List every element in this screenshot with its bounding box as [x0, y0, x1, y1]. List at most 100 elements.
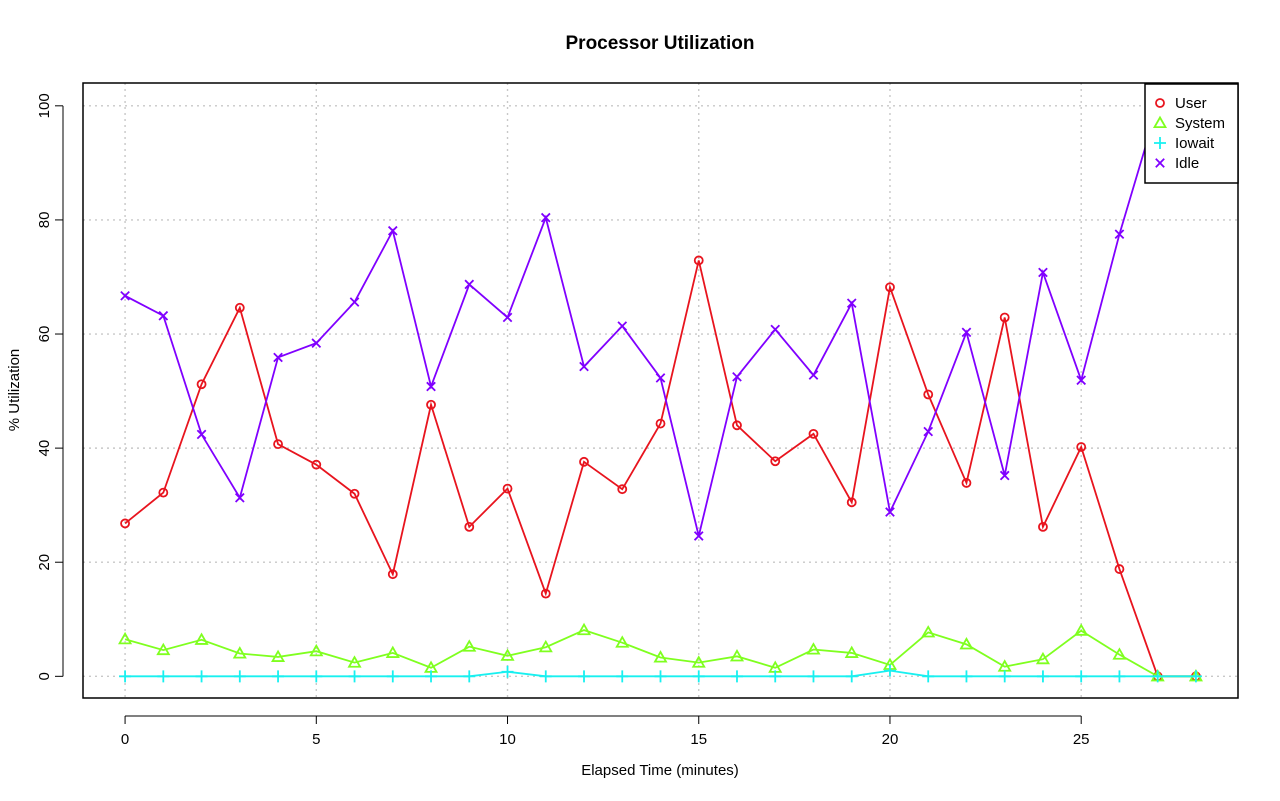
y-tick-label: 100 [36, 93, 53, 118]
data-point-system [1112, 647, 1127, 660]
data-point-idle [579, 361, 589, 372]
y-axis-label: % Utilization [6, 349, 23, 432]
y-tick-label: 20 [36, 554, 53, 571]
data-point-idle [502, 312, 513, 323]
data-point-idle [808, 370, 819, 380]
data-point-user [885, 282, 895, 293]
data-point-user [120, 518, 130, 529]
data-point-idle [617, 321, 628, 331]
data-point-user [349, 488, 360, 499]
legend-marker-idle [1155, 158, 1165, 168]
data-point-idle [1114, 229, 1125, 240]
data-point-iowait [654, 670, 667, 683]
data-point-iowait [1151, 670, 1164, 683]
y-tick-label: 80 [36, 212, 53, 229]
data-point-idle [693, 531, 704, 541]
series-user [120, 255, 1201, 682]
data-point-user [961, 478, 972, 488]
data-point-user [693, 255, 704, 266]
legend-label-iowait: Iowait [1175, 135, 1215, 152]
data-point-user [617, 484, 628, 495]
data-point-user [311, 459, 322, 470]
series-line-system [124, 629, 1196, 678]
legend-label-system: System [1175, 115, 1225, 132]
data-point-iowait [769, 670, 782, 683]
data-point-user [273, 439, 283, 450]
data-point-system [118, 631, 133, 645]
data-point-iowait [692, 670, 705, 683]
y-tick-label: 60 [36, 326, 53, 343]
data-point-system [1074, 623, 1089, 636]
data-point-iowait [730, 670, 743, 683]
x-tick-label: 15 [690, 731, 707, 748]
series-idle [120, 100, 1201, 541]
data-point-system [500, 648, 515, 661]
data-point-idle [923, 426, 934, 437]
data-point-iowait [501, 665, 514, 678]
data-point-iowait [845, 670, 858, 683]
legend-marker-system [1152, 115, 1168, 129]
data-point-idle [961, 327, 972, 338]
data-point-user [426, 399, 436, 410]
data-point-system [615, 635, 630, 648]
data-point-idle [999, 470, 1010, 481]
legend-box [1144, 83, 1239, 184]
data-point-system [576, 622, 592, 636]
legend: User System Iowait Idle [1144, 83, 1239, 184]
x-tick-label: 25 [1073, 731, 1090, 748]
data-point-idle [273, 352, 283, 363]
data-point-iowait [1113, 670, 1126, 683]
data-point-idle [540, 212, 551, 223]
data-point-system [309, 643, 324, 657]
legend-label-idle: Idle [1175, 155, 1199, 172]
data-point-iowait [310, 670, 323, 683]
data-point-system [538, 639, 553, 653]
data-point-user [1038, 521, 1048, 532]
data-point-user [655, 418, 666, 429]
data-point-system [653, 650, 668, 663]
data-point-user [1076, 442, 1087, 452]
data-point-system [347, 655, 362, 668]
data-point-iowait [922, 670, 935, 683]
data-point-user [387, 569, 398, 580]
data-point-iowait [960, 670, 973, 683]
data-point-system [156, 642, 171, 656]
data-point-user [158, 487, 169, 498]
data-point-system [270, 649, 286, 662]
data-point-iowait [157, 670, 170, 683]
data-point-user [770, 456, 781, 467]
data-point-system [691, 655, 706, 668]
chart-title: Processor Utilization [566, 33, 755, 54]
data-point-iowait [1189, 670, 1202, 683]
series-iowait [119, 664, 1202, 683]
data-point-iowait [233, 670, 246, 683]
data-point-user [464, 521, 475, 532]
data-point-iowait [348, 670, 361, 683]
data-point-iowait [463, 670, 476, 683]
data-point-user [999, 312, 1010, 323]
data-point-idle [846, 298, 857, 309]
x-tick-label: 10 [499, 731, 516, 748]
data-point-user [540, 588, 551, 599]
data-point-idle [234, 492, 245, 503]
data-point-idle [732, 371, 742, 382]
data-point-system [462, 639, 477, 652]
data-point-iowait [119, 670, 132, 683]
data-point-idle [885, 507, 895, 517]
data-point-system [194, 632, 209, 645]
data-point-iowait [616, 670, 629, 683]
data-point-iowait [1036, 670, 1049, 683]
data-point-system [1035, 651, 1051, 665]
data-point-user [923, 389, 934, 400]
data-point-idle [1038, 267, 1048, 278]
legend-marker-user [1155, 98, 1165, 108]
data-point-idle [387, 225, 398, 236]
data-point-user [732, 420, 742, 431]
data-point-idle [349, 297, 360, 307]
data-point-system [844, 645, 859, 658]
x-tick-label: 5 [312, 731, 320, 748]
data-point-idle [311, 338, 322, 348]
data-point-user [846, 497, 857, 508]
